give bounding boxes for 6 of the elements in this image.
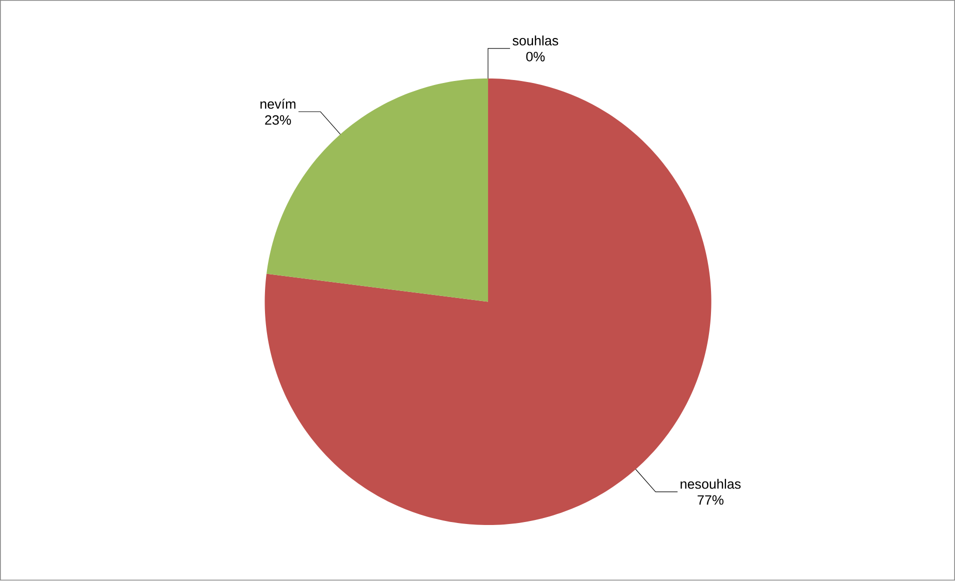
category-label: souhlas [512,36,558,46]
slice-label: nevím [260,98,296,110]
data-label: 23% [265,115,291,125]
text: 0% [526,52,545,62]
slice-label: nesouhlas [680,479,741,490]
data-label: 77% [698,496,724,505]
